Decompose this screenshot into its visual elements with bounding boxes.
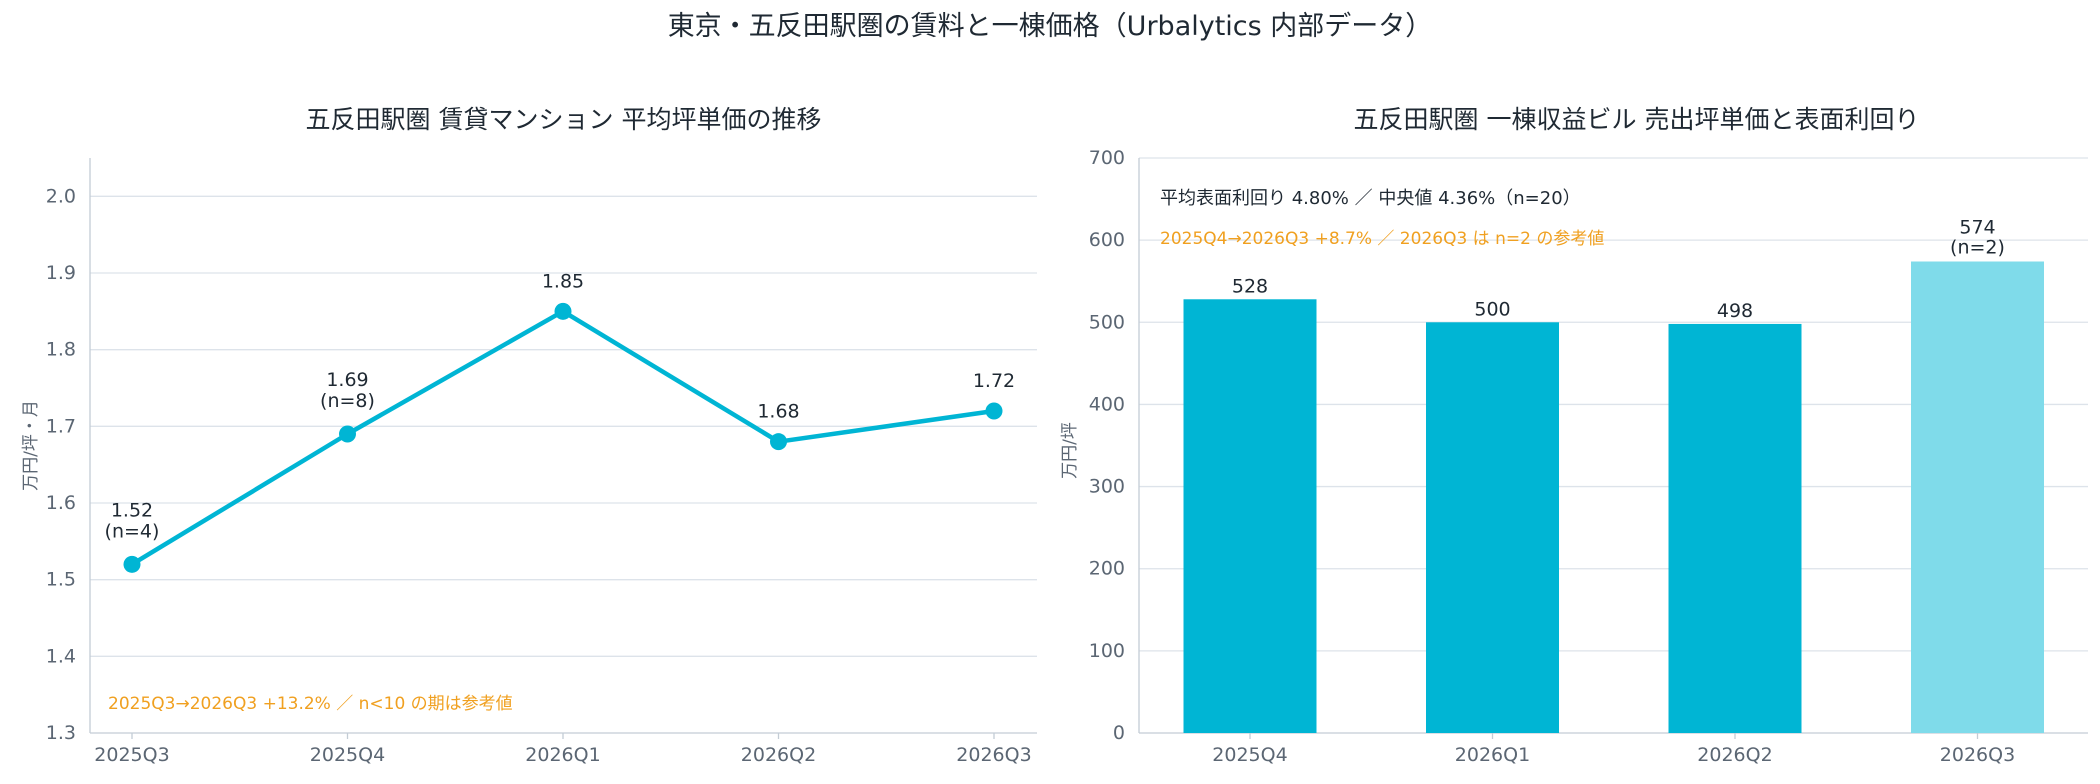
line-chart-ylabel: 万円/坪・月: [21, 400, 41, 491]
line-chart-ytick-label: 1.3: [46, 722, 76, 744]
line-chart-data-label: 1.85: [542, 270, 584, 292]
bar-chart-bar: [1426, 322, 1559, 733]
bar-chart-bar: [1668, 323, 1802, 733]
bar-chart-ytick-label: 700: [1089, 147, 1125, 169]
line-chart-ytick-label: 1.6: [46, 492, 76, 514]
line-chart-xtick-label: 2025Q3: [94, 744, 169, 766]
line-chart-ytick-label: 1.4: [46, 645, 76, 667]
line-chart-ytick-label: 1.7: [46, 415, 76, 437]
bar-chart-ytick-label: 200: [1089, 558, 1125, 580]
bar-chart-title: 五反田駅圏 一棟収益ビル 売出坪単価と表面利回り: [1354, 105, 1920, 134]
bar-chart-ytick-label: 500: [1089, 311, 1125, 333]
line-chart-data-label: 1.52: [111, 499, 153, 521]
bar-chart-ytick-label: 300: [1089, 476, 1125, 498]
line-chart-point: [123, 555, 141, 573]
bar-chart-ytick-label: 0: [1113, 722, 1125, 744]
bar-chart-bar: [1911, 261, 2044, 733]
line-chart-ytick-label: 2.0: [46, 185, 76, 207]
line-chart-data-label: 1.72: [973, 370, 1015, 392]
line-chart-point: [985, 402, 1003, 420]
line-chart-count-label: (n=8): [320, 390, 375, 412]
line-chart-point: [339, 425, 356, 443]
bar-chart-annotation: 2025Q4→2026Q3 +8.7% ／ 2026Q3 は n=2 の参考値: [1160, 229, 1604, 249]
bar-chart-ylabel: 万円/坪: [1060, 422, 1080, 479]
line-chart-xtick-label: 2025Q4: [310, 744, 385, 766]
bar-chart-data-label: 500: [1474, 298, 1510, 320]
bar-chart-summary-annotation: 平均表面利回り 4.80% ／ 中央値 4.36%（n=20）: [1160, 188, 1581, 209]
bar-chart-count-label: (n=2): [1950, 237, 2005, 259]
bar-chart-data-label: 498: [1717, 300, 1753, 322]
bar-chart-ytick-label: 400: [1089, 393, 1125, 415]
bar-chart-ytick-label: 100: [1089, 640, 1125, 662]
line-chart-annotation: 2025Q3→2026Q3 +13.2% ／ n<10 の期は参考値: [108, 694, 513, 714]
bar-chart-ytick-label: 600: [1089, 229, 1125, 251]
bar-chart-xtick-label: 2026Q3: [1940, 744, 2015, 766]
line-chart-data-label: 1.68: [757, 401, 799, 423]
line-chart-xtick-label: 2026Q2: [741, 744, 816, 766]
line-chart-point: [770, 433, 787, 451]
line-chart-xtick-label: 2026Q1: [525, 744, 600, 766]
figure-title: 東京・五反田駅圏の賃料と一棟価格（Urbalytics 内部データ）: [667, 11, 1433, 42]
bar-chart-xtick-label: 2026Q2: [1697, 744, 1772, 766]
bar-chart-xtick-label: 2025Q4: [1212, 744, 1287, 766]
bar-chart-xtick-label: 2026Q1: [1455, 744, 1530, 766]
line-chart-count-label: (n=4): [105, 520, 160, 542]
line-chart-ytick-label: 1.8: [46, 339, 76, 361]
line-chart-ytick-label: 1.9: [46, 262, 76, 284]
line-chart-point: [554, 302, 572, 320]
bar-chart-bar: [1183, 299, 1317, 733]
bar-chart-data-label: 574: [1959, 217, 1995, 239]
line-chart-ytick-label: 1.5: [46, 569, 76, 591]
line-chart-title: 五反田駅圏 賃貸マンション 平均坪単価の推移: [306, 105, 822, 134]
line-chart-xtick-label: 2026Q3: [956, 744, 1031, 766]
bar-chart-data-label: 528: [1232, 275, 1268, 297]
line-chart-data-label: 1.69: [326, 369, 368, 391]
